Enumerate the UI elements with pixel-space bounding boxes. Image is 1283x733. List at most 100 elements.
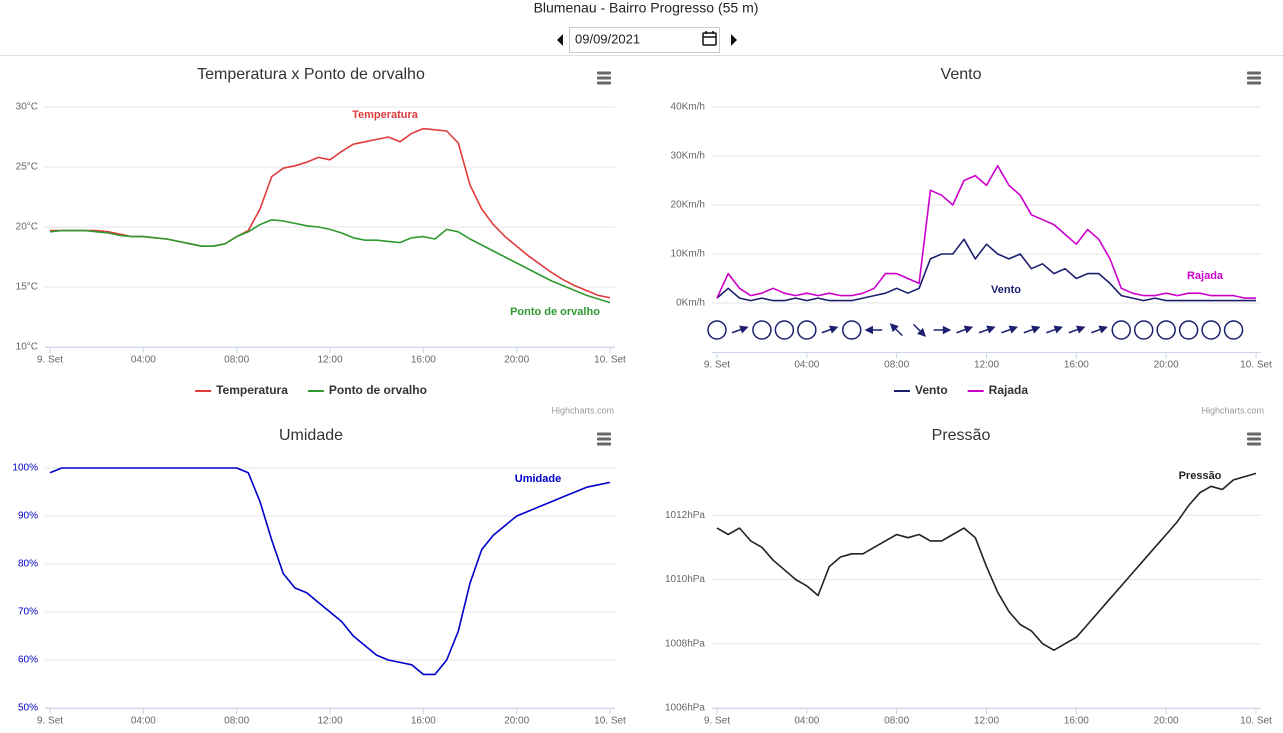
x-tick-label: 16:00	[411, 355, 436, 366]
y-tick-label: 80%	[18, 559, 38, 570]
wind-arrow	[864, 325, 883, 335]
wind-arrow	[978, 325, 996, 334]
y-tick-label: 70%	[18, 607, 38, 618]
calm-circle	[1178, 320, 1199, 340]
chart-title: Pressão	[932, 427, 991, 444]
menu-bar	[1247, 71, 1261, 75]
wind-arrow	[933, 325, 952, 335]
series-label: Ponto de orvalho	[510, 306, 600, 318]
x-tick-label: 16:00	[1064, 716, 1089, 727]
next-day[interactable]	[731, 34, 737, 46]
series-label: Temperatura	[352, 109, 419, 121]
series-label: Rajada	[1187, 270, 1224, 282]
x-tick-label: 10. Set	[594, 355, 626, 366]
legend-item[interactable]: Rajada	[967, 383, 1029, 397]
x-tick-label: 08:00	[884, 360, 909, 371]
x-tick-label: 08:00	[224, 355, 249, 366]
x-tick-label: 12:00	[317, 355, 342, 366]
series-line	[49, 219, 611, 304]
y-tick-label: 60%	[18, 655, 38, 666]
chart-title: Vento	[941, 66, 982, 83]
menu-bar	[1247, 76, 1261, 80]
series-line	[716, 238, 1256, 302]
wind-arrow	[1046, 325, 1063, 334]
chart-title: Umidade	[279, 427, 343, 444]
calm-circle	[1111, 320, 1131, 340]
x-tick-label: 10. Set	[1240, 716, 1272, 727]
x-tick-label: 9. Set	[37, 355, 63, 366]
date-input[interactable]	[569, 27, 720, 53]
calm-circle	[707, 320, 727, 340]
series-label: Pressão	[1179, 470, 1222, 482]
series-line	[49, 467, 611, 676]
y-tick-label: 90%	[18, 511, 38, 522]
wind-arrow	[731, 325, 749, 334]
wind-arrow	[889, 323, 903, 337]
menu-bar	[597, 76, 611, 80]
x-tick-label: 10. Set	[1240, 360, 1272, 371]
calm-circle	[752, 320, 772, 340]
series-label: Vento	[991, 284, 1021, 296]
x-tick-label: 9. Set	[37, 716, 63, 727]
chart-menu[interactable]	[597, 71, 611, 85]
x-tick-label: 9. Set	[704, 716, 730, 727]
y-tick-label: 10°C	[16, 342, 38, 353]
wind-arrow	[1091, 325, 1108, 334]
legend-item[interactable]: Temperatura	[195, 383, 288, 397]
menu-bar	[597, 81, 611, 85]
menu-bar	[597, 437, 611, 441]
x-tick-label: 12:00	[317, 716, 342, 727]
chart-menu[interactable]	[1247, 71, 1261, 85]
x-tick-label: 20:00	[504, 716, 529, 727]
wind-arrow	[912, 323, 926, 337]
legend-label: Rajada	[989, 383, 1029, 397]
calm-circle	[774, 320, 795, 340]
date-value: 09/09/2021	[575, 31, 640, 46]
x-tick-label: 16:00	[411, 716, 436, 727]
y-tick-label: 1010hPa	[665, 574, 705, 585]
y-tick-label: 50%	[18, 703, 38, 714]
series-line	[50, 127, 611, 299]
chart-menu[interactable]	[597, 432, 611, 446]
x-tick-label: 04:00	[131, 355, 156, 366]
calm-circle	[797, 320, 817, 340]
x-tick-label: 9. Set	[704, 360, 730, 371]
calendar-icon[interactable]	[702, 31, 717, 46]
page-title: Blumenau - Bairro Progresso (55 m)	[534, 0, 759, 16]
x-tick-label: 20:00	[1154, 360, 1179, 371]
series-line	[716, 472, 1257, 651]
chart-menu[interactable]	[1247, 432, 1261, 446]
y-tick-label: 1008hPa	[665, 638, 705, 649]
x-tick-label: 10. Set	[594, 716, 626, 727]
menu-bar	[1247, 442, 1261, 446]
x-tick-label: 08:00	[224, 716, 249, 727]
credits: Highcharts.com	[551, 405, 614, 415]
x-tick-label: 04:00	[131, 716, 156, 727]
y-tick-label: 30Km/h	[671, 151, 705, 162]
y-tick-label: 0Km/h	[676, 298, 705, 309]
calm-circle	[1223, 320, 1244, 340]
y-tick-label: 40Km/h	[671, 102, 705, 113]
menu-bar	[1247, 437, 1261, 441]
legend-item[interactable]: Ponto de orvalho	[307, 383, 427, 397]
x-tick-label: 16:00	[1064, 360, 1089, 371]
legend-label: Vento	[915, 383, 948, 397]
x-tick-label: 20:00	[504, 355, 529, 366]
prev-day[interactable]	[557, 34, 563, 46]
y-tick-label: 10Km/h	[671, 249, 705, 260]
menu-bar	[1247, 432, 1261, 436]
calm-circle	[1156, 320, 1176, 340]
y-tick-label: 100%	[12, 463, 38, 474]
series-label: Umidade	[515, 473, 561, 485]
legend-label: Temperatura	[216, 383, 288, 397]
x-tick-label: 04:00	[794, 360, 819, 371]
wind-arrow	[1068, 325, 1086, 334]
calm-circle	[842, 320, 862, 340]
legend-item[interactable]: Vento	[893, 383, 948, 397]
x-tick-label: 08:00	[884, 716, 909, 727]
wind-arrow	[821, 325, 839, 334]
credits: Highcharts.com	[1201, 405, 1264, 415]
y-tick-label: 25°C	[16, 162, 38, 173]
menu-bar	[597, 71, 611, 75]
